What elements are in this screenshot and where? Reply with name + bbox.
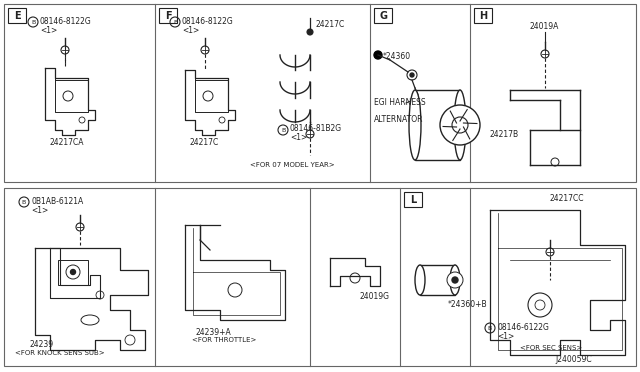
Text: <FOR KNOCK SENS SUB>: <FOR KNOCK SENS SUB> (15, 350, 104, 356)
FancyBboxPatch shape (4, 188, 636, 366)
Text: 08146-8122G: 08146-8122G (182, 17, 234, 26)
Text: 08146-6122G: 08146-6122G (497, 323, 549, 332)
Text: B: B (173, 19, 177, 25)
Text: G: G (379, 10, 387, 20)
Circle shape (447, 272, 463, 288)
Text: B: B (281, 128, 285, 132)
Text: J240059C: J240059C (555, 355, 591, 364)
Text: 24239: 24239 (30, 340, 54, 349)
FancyBboxPatch shape (8, 8, 26, 23)
Text: ALTERNATOR: ALTERNATOR (374, 115, 424, 124)
Text: 24217B: 24217B (490, 130, 519, 139)
Circle shape (452, 117, 468, 133)
Text: F: F (164, 10, 172, 20)
Text: <1>: <1> (31, 206, 48, 215)
FancyBboxPatch shape (420, 265, 455, 295)
Circle shape (440, 105, 480, 145)
FancyBboxPatch shape (474, 8, 492, 23)
FancyBboxPatch shape (404, 192, 422, 207)
Text: <FOR SEC SENS>: <FOR SEC SENS> (520, 345, 582, 351)
Ellipse shape (409, 90, 421, 160)
FancyBboxPatch shape (4, 4, 636, 182)
Text: 24217CC: 24217CC (550, 194, 584, 203)
Text: <1>: <1> (40, 26, 57, 35)
Text: <FOR THROTTLE>: <FOR THROTTLE> (192, 337, 257, 343)
Circle shape (307, 29, 313, 35)
Circle shape (374, 51, 382, 59)
Circle shape (410, 73, 414, 77)
Text: <1>: <1> (182, 26, 199, 35)
FancyBboxPatch shape (58, 260, 88, 285)
FancyBboxPatch shape (159, 8, 177, 23)
Text: 0B1AB-6121A: 0B1AB-6121A (31, 197, 83, 206)
Text: *24360+B: *24360+B (448, 300, 488, 309)
Text: 08146-81B2G: 08146-81B2G (290, 124, 342, 133)
Text: L: L (410, 195, 416, 205)
Text: H: H (479, 10, 487, 20)
Text: <1>: <1> (290, 133, 307, 142)
Text: 24019A: 24019A (530, 22, 559, 31)
Text: 24217C: 24217C (316, 20, 345, 29)
Circle shape (70, 269, 76, 275)
Ellipse shape (415, 265, 425, 295)
Text: 24217CA: 24217CA (50, 138, 84, 147)
Text: E: E (13, 10, 20, 20)
Text: *24360: *24360 (383, 52, 411, 61)
FancyBboxPatch shape (374, 8, 392, 23)
FancyBboxPatch shape (415, 90, 460, 160)
Ellipse shape (454, 90, 466, 160)
Ellipse shape (450, 265, 460, 295)
Text: 24239+A: 24239+A (195, 328, 231, 337)
Text: 24019G: 24019G (360, 292, 390, 301)
Text: B: B (488, 326, 492, 330)
Text: <1>: <1> (497, 332, 515, 341)
Text: B: B (22, 199, 26, 205)
Circle shape (452, 277, 458, 283)
Text: <FOR 07 MODEL YEAR>: <FOR 07 MODEL YEAR> (250, 162, 335, 168)
Text: 08146-8122G: 08146-8122G (40, 17, 92, 26)
Text: EGI HARNESS: EGI HARNESS (374, 98, 426, 107)
Text: 24217C: 24217C (190, 138, 220, 147)
Text: B: B (31, 19, 35, 25)
